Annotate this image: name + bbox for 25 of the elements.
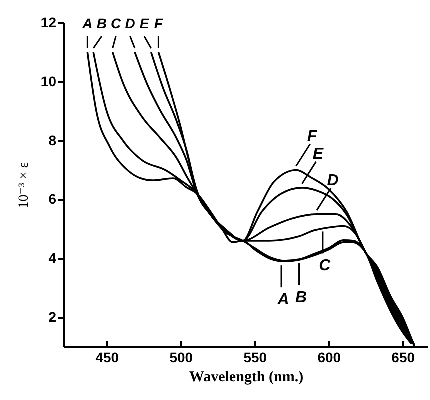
y-tick-label: 12 (40, 14, 57, 30)
annotation: C (319, 258, 332, 275)
series-label: B (96, 15, 107, 32)
series-label: A (82, 15, 93, 32)
series-label: D (125, 15, 136, 32)
y-axis-title: 10⁻³ × ε (16, 162, 32, 209)
x-tick-label: 600 (318, 350, 342, 366)
x-tick-label: 650 (392, 350, 416, 366)
y-tick-label: 8 (48, 132, 57, 148)
y-tick-label: 4 (48, 250, 57, 266)
x-tick-label: 450 (96, 350, 120, 366)
series-label: E (140, 15, 150, 32)
annotation: D (327, 172, 340, 190)
series-label: C (111, 15, 122, 32)
y-tick-label: 2 (48, 309, 57, 326)
annotation: F (307, 128, 318, 146)
x-tick-label: 550 (244, 350, 268, 366)
series-label: F (154, 15, 164, 32)
y-tick-label: 10 (40, 73, 57, 90)
annotation: E (312, 146, 325, 163)
y-tick-label: 6 (48, 191, 57, 208)
annotation: A (276, 292, 290, 309)
x-axis-title: Wavelength (nm.) (189, 370, 304, 386)
annotation: B (295, 290, 308, 307)
x-tick-label: 500 (170, 350, 194, 366)
